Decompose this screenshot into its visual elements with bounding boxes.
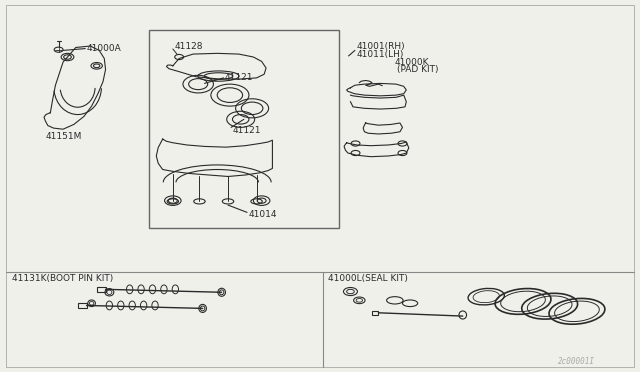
Text: 41000L(SEAL KIT): 41000L(SEAL KIT): [328, 274, 408, 283]
Text: 41001(RH): 41001(RH): [356, 42, 405, 51]
Text: 41128: 41128: [174, 42, 203, 51]
Text: 41014: 41014: [248, 210, 277, 219]
Text: 41151M: 41151M: [46, 132, 83, 141]
Bar: [148, 30, 339, 228]
Text: 41121: 41121: [232, 126, 261, 135]
Text: 41000K: 41000K: [395, 58, 429, 67]
Bar: [97, 287, 106, 292]
Bar: [77, 303, 86, 308]
Bar: [372, 311, 378, 315]
Text: 41011(LH): 41011(LH): [356, 49, 404, 58]
Text: (PAD KIT): (PAD KIT): [397, 65, 439, 74]
Text: 2c00001I: 2c00001I: [558, 357, 595, 366]
Text: 41131K(BOOT PIN KIT): 41131K(BOOT PIN KIT): [12, 274, 113, 283]
Text: 41121: 41121: [225, 73, 253, 82]
Text: 41000A: 41000A: [86, 44, 121, 53]
